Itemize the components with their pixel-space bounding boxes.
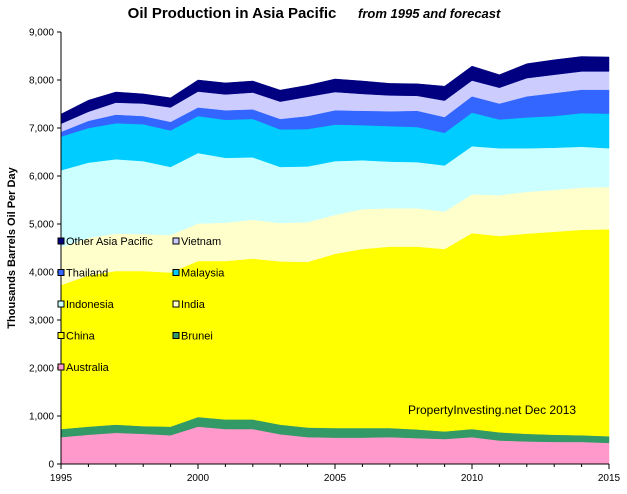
y-tick-label: 0 — [48, 460, 54, 471]
legend-label: Other Asia Pacific — [66, 236, 153, 248]
area-other-asia-pacific — [60, 56, 610, 125]
legend-label: Brunei — [181, 331, 213, 343]
legend-label: India — [181, 299, 206, 311]
y-tick-label: 4,000 — [29, 268, 54, 279]
y-tick-label: 3,000 — [29, 316, 54, 327]
x-tick-label: 2000 — [187, 473, 210, 484]
y-tick-label: 1,000 — [29, 412, 54, 423]
x-tick-label: 2015 — [598, 473, 621, 484]
chart-title: Oil Production in Asia Pacific — [128, 5, 337, 22]
x-tick-label: 2010 — [461, 473, 484, 484]
y-tick-label: 7,000 — [29, 124, 54, 135]
legend-swatch — [172, 237, 180, 245]
x-tick-label: 2005 — [324, 473, 347, 484]
area-series-group — [60, 56, 610, 465]
legend-swatch — [57, 363, 65, 371]
legend-label: Vietnam — [181, 236, 221, 248]
legend-swatch — [57, 237, 65, 245]
axes-group: 0 1,000 2,000 3,000 4,000 5,000 6,000 7,000 8,00… — [29, 28, 621, 485]
legend-swatch — [57, 269, 65, 276]
y-tick-label: 2,000 — [29, 364, 54, 375]
legend-swatch — [57, 332, 65, 339]
legend-label: Malaysia — [181, 268, 225, 280]
y-tick-label: 9,000 — [29, 28, 54, 39]
y-tick-label: 5,000 — [29, 220, 54, 231]
legend-label: Australia — [66, 362, 110, 374]
y-tick-label: 8,000 — [29, 76, 54, 87]
legend-swatch — [57, 300, 65, 308]
chart-subtitle: from 1995 and forecast — [358, 6, 501, 21]
legend-label: Indonesia — [66, 299, 115, 311]
legend: Other Asia Pacific Vietnam Thailand Malaysi… — [57, 236, 225, 374]
source-annotation: PropertyInvesting.net Dec 2013 — [408, 403, 576, 417]
y-tick-label: 6,000 — [29, 172, 54, 183]
legend-swatch — [172, 269, 180, 276]
legend-swatch — [172, 300, 180, 308]
legend-label: Thailand — [66, 268, 108, 280]
x-tick-label: 1995 — [50, 473, 73, 484]
y-axis-label: Thousands Barrels Oil Per Day — [6, 166, 18, 328]
legend-label: China — [66, 331, 96, 343]
legend-swatch — [172, 332, 180, 339]
